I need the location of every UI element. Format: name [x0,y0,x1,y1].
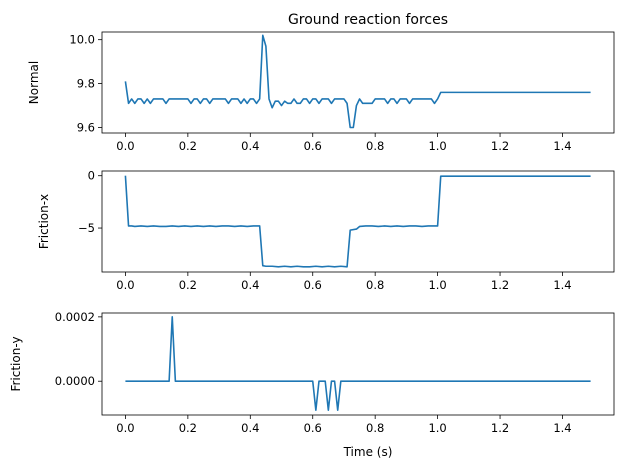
y-axis-label-1: Normal [27,61,41,104]
x-tick-label: 0.0 [116,139,134,153]
x-tick-label: 1.0 [428,139,446,153]
x-tick-label: 0.4 [241,278,259,292]
y-tick-label: 10.0 [69,33,95,47]
x-tick-label: 0.4 [241,139,259,153]
figure-title: Ground reaction forces [288,12,448,28]
series-line-3 [125,316,591,411]
x-tick-label: 0.6 [304,421,322,435]
axes-frame-3 [101,312,615,416]
x-tick-label: 1.2 [491,278,509,292]
axes-frame-1 [101,31,615,134]
y-axis-label-3: Friction-y [9,336,23,391]
y-axis-label-2: Friction-x [37,194,51,249]
x-tick-label: 0.2 [179,139,197,153]
x-tick-label: 0.4 [241,421,259,435]
y-tick-label: 0.0002 [55,310,95,324]
x-tick-label: 0.6 [304,139,322,153]
x-tick-label: 0.8 [366,278,384,292]
series-line-2 [124,175,591,268]
x-axis-label: Time (s) [343,445,393,459]
x-tick-label: 0.2 [179,421,197,435]
x-tick-label: 0.8 [366,139,384,153]
x-tick-label: 1.4 [553,139,571,153]
x-tick-label: 1.2 [491,139,509,153]
y-tick-label: 0 [88,169,95,183]
subplot-3: 0.0 0.2 0.4 0.6 0.8 1.0 1.2 1.4 0.0000 0.0002 Fric… [9,310,615,435]
x-tick-label: 0.0 [116,278,134,292]
x-tick-label: 1.4 [553,421,571,435]
series-line-1 [124,34,591,129]
y-tick-label: −5 [78,221,95,235]
x-tick-label: 0.6 [304,278,322,292]
x-tick-label: 0.8 [366,421,384,435]
y-tick-label: 9.6 [77,121,95,135]
y-tick-label: 0.0000 [55,374,95,388]
x-tick-label: 1.4 [553,278,571,292]
axes-frame-2 [101,170,615,273]
x-tick-label: 1.2 [491,421,509,435]
x-tick-label: 1.0 [428,278,446,292]
subplot-1: 0.0 0.2 0.4 0.6 0.8 1.0 1.2 1.4 9.6 9.8 10.0 Normal [27,31,615,153]
x-tick-label: 0.2 [179,278,197,292]
x-tick-label: 1.0 [428,421,446,435]
subplots: 0.0 0.2 0.4 0.6 0.8 1.0 1.2 1.4 9.6 9.8 10.0 Normal… [9,31,615,435]
subplot-2: 0.0 0.2 0.4 0.6 0.8 1.0 1.2 1.4 −5 0 Friction-x [37,169,615,292]
x-tick-label: 0.0 [116,421,134,435]
y-tick-label: 9.8 [77,77,95,91]
